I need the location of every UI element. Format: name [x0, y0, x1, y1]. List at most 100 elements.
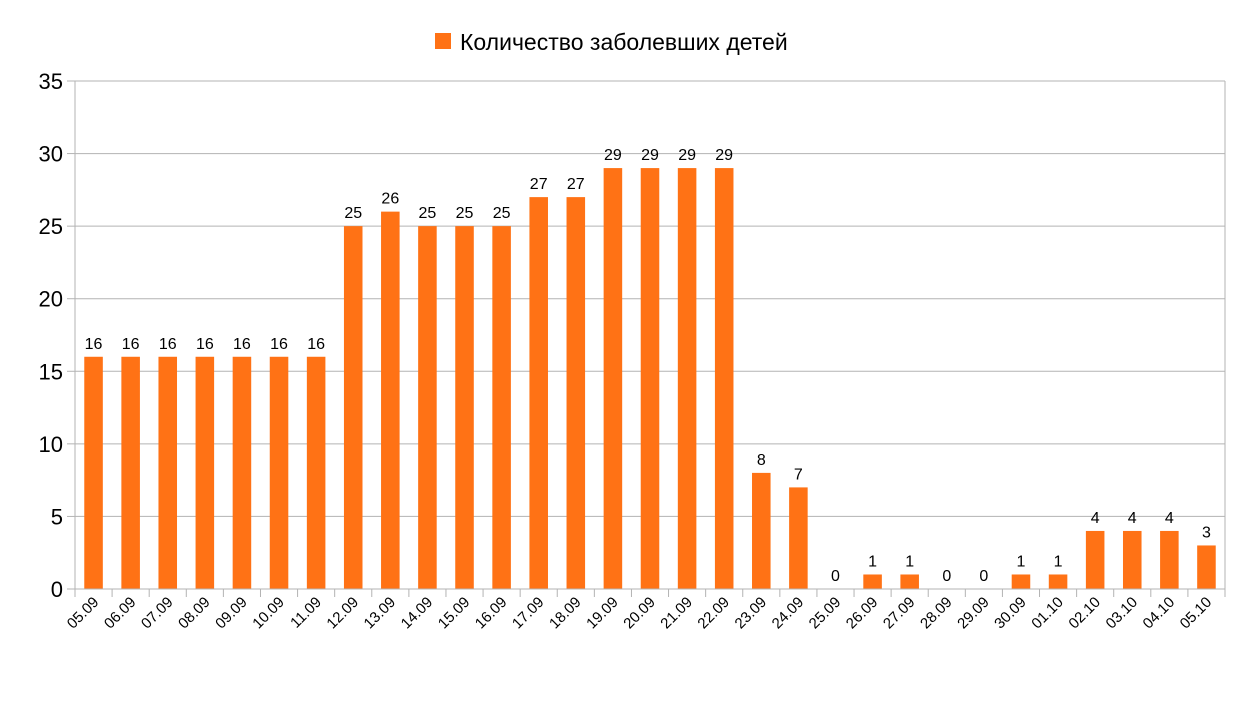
- bar-18.09: [566, 197, 586, 589]
- x-tick-label-23.09: 23.09: [732, 594, 771, 633]
- bar-19.09: [603, 168, 623, 590]
- x-tick-label-07.09: 07.09: [138, 594, 177, 633]
- legend-swatch: [435, 33, 451, 49]
- bar-07.09: [158, 356, 178, 589]
- x-tick-label-22.09: 22.09: [694, 594, 733, 633]
- x-tick-label-11.09: 11.09: [287, 594, 325, 632]
- bar-11.09: [306, 356, 326, 589]
- bar-06.09: [121, 356, 140, 589]
- bar-21.09: [677, 168, 697, 590]
- data-label-07.09: 16: [159, 336, 177, 353]
- x-tick-label-13.09: 13.09: [361, 594, 400, 633]
- bar-17.09: [529, 197, 548, 589]
- bar-15.09: [455, 226, 474, 589]
- x-tick-label-15.09: 15.09: [435, 594, 474, 633]
- x-tick-label-24.09: 24.09: [769, 594, 808, 633]
- data-label-03.10: 4: [1128, 510, 1137, 527]
- data-label-19.09: 29: [604, 147, 622, 164]
- y-tick-label-35: 35: [39, 69, 63, 94]
- data-label-17.09: 27: [530, 176, 548, 193]
- y-tick-label-25: 25: [39, 214, 63, 239]
- y-tick-label-0: 0: [51, 577, 63, 602]
- x-tick-label-12.09: 12.09: [323, 594, 362, 633]
- bar-08.09: [195, 356, 215, 589]
- data-label-02.10: 4: [1091, 510, 1100, 527]
- x-tick-label-16.09: 16.09: [472, 594, 511, 633]
- y-tick-label-20: 20: [39, 287, 63, 312]
- data-labels-layer: 16 16 16 16 16 16 16 25 26 25 25 25 27 27 29 29 29 29 8 7 0 1…: [85, 147, 1211, 585]
- data-label-12.09: 25: [344, 205, 362, 222]
- x-tick-label-10.09: 10.09: [249, 594, 288, 633]
- bar-10.09: [269, 356, 289, 589]
- x-tick-label-01.10: 01.10: [1028, 594, 1067, 633]
- x-tick-label-08.09: 08.09: [175, 594, 214, 633]
- x-tick-label-28.09: 28.09: [917, 594, 956, 633]
- data-label-29.09: 0: [979, 568, 988, 585]
- bar-04.10: [1160, 530, 1179, 589]
- bar-23.09: [752, 472, 771, 589]
- bar-26.09: [863, 574, 882, 589]
- data-label-13.09: 26: [381, 191, 399, 208]
- x-tick-label-02.10: 02.10: [1065, 594, 1104, 633]
- x-tick-label-18.09: 18.09: [546, 594, 585, 633]
- x-tick-label-27.09: 27.09: [880, 594, 919, 633]
- y-tick-label-30: 30: [39, 142, 63, 167]
- bar-30.09: [1011, 574, 1031, 589]
- data-label-28.09: 0: [942, 568, 951, 585]
- bar-05.09: [84, 356, 103, 589]
- bar-02.10: [1085, 530, 1105, 589]
- bar-16.09: [492, 226, 511, 589]
- bar-14.09: [418, 226, 437, 589]
- data-label-10.09: 16: [270, 336, 288, 353]
- x-tick-label-05.10: 05.10: [1177, 594, 1216, 633]
- data-label-05.09: 16: [85, 336, 103, 353]
- data-label-22.09: 29: [715, 147, 733, 164]
- x-tick-label-04.10: 04.10: [1140, 594, 1179, 633]
- x-tick-label-21.09: 21.09: [657, 594, 696, 633]
- bar-01.10: [1048, 574, 1068, 589]
- data-label-05.10: 3: [1202, 524, 1211, 541]
- bar-27.09: [900, 574, 919, 589]
- data-label-24.09: 7: [794, 466, 803, 483]
- x-tick-label-05.09: 05.09: [64, 594, 103, 633]
- bars-layer: [84, 168, 1216, 590]
- data-label-11.09: 16: [307, 336, 325, 353]
- bar-13.09: [381, 211, 400, 589]
- data-label-21.09: 29: [678, 147, 696, 164]
- data-label-23.09: 8: [757, 452, 766, 469]
- y-tick-label-15: 15: [39, 359, 63, 384]
- x-tick-label-26.09: 26.09: [843, 594, 882, 633]
- data-label-18.09: 27: [567, 176, 585, 193]
- x-tick-label-03.10: 03.10: [1103, 594, 1142, 633]
- x-tick-label-19.09: 19.09: [583, 594, 622, 633]
- x-tick-label-20.09: 20.09: [620, 594, 659, 633]
- bar-20.09: [640, 168, 660, 590]
- data-label-27.09: 1: [905, 553, 914, 570]
- legend-label: Количество заболевших детей: [460, 29, 788, 55]
- x-tick-label-17.09: 17.09: [509, 594, 548, 633]
- data-label-20.09: 29: [641, 147, 659, 164]
- bar-03.10: [1122, 530, 1142, 589]
- data-label-06.09: 16: [122, 336, 140, 353]
- data-label-14.09: 25: [419, 205, 437, 222]
- x-tick-label-14.09: 14.09: [398, 594, 437, 633]
- bar-22.09: [714, 168, 734, 590]
- x-tick-label-25.09: 25.09: [806, 594, 845, 633]
- data-label-16.09: 25: [493, 205, 511, 222]
- data-label-26.09: 1: [868, 553, 877, 570]
- bar-05.10: [1197, 545, 1216, 589]
- data-label-30.09: 1: [1017, 553, 1026, 570]
- legend: Количество заболевших детей: [435, 29, 788, 55]
- y-tick-label-10: 10: [39, 432, 63, 457]
- data-label-04.10: 4: [1165, 510, 1174, 527]
- x-tick-label-09.09: 09.09: [212, 594, 251, 633]
- x-tick-label-30.09: 30.09: [991, 594, 1030, 633]
- data-label-08.09: 16: [196, 336, 214, 353]
- bar-24.09: [789, 487, 808, 589]
- x-tick-label-29.09: 29.09: [954, 594, 993, 633]
- y-tick-label-5: 5: [51, 504, 63, 529]
- bar-09.09: [232, 356, 252, 589]
- bar-12.09: [343, 226, 363, 589]
